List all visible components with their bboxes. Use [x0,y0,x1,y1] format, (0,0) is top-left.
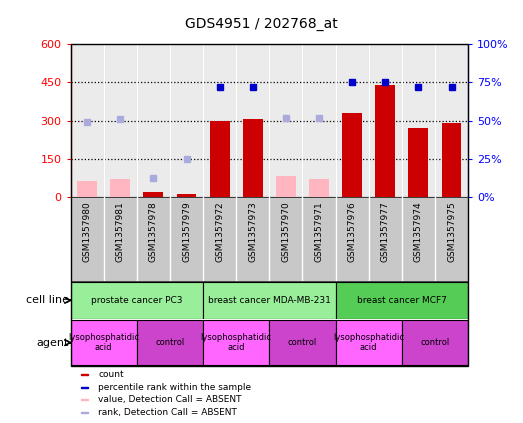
Text: control: control [420,338,450,347]
Bar [137,320,203,365]
Text: GSM1357977: GSM1357977 [381,201,390,262]
Bar [137,44,170,197]
Text: GSM1357975: GSM1357975 [447,201,456,262]
Bar [170,44,203,197]
Bar [81,399,88,400]
Bar [309,179,329,197]
Text: breast cancer MDA-MB-231: breast cancer MDA-MB-231 [208,296,331,305]
Bar [81,412,88,413]
Bar [177,194,197,197]
Bar [336,282,468,319]
Text: percentile rank within the sample: percentile rank within the sample [98,382,251,392]
Text: value, Detection Call = ABSENT: value, Detection Call = ABSENT [98,395,242,404]
Text: prostate cancer PC3: prostate cancer PC3 [91,296,183,305]
Bar [143,192,163,197]
Text: GSM1357974: GSM1357974 [414,201,423,261]
Bar [71,282,203,319]
Text: lysophosphatidic
acid: lysophosphatidic acid [333,333,404,352]
Text: GSM1357976: GSM1357976 [348,201,357,262]
Bar [302,44,336,197]
Text: lysophosphatidic
acid: lysophosphatidic acid [68,333,139,352]
Text: cell line: cell line [26,295,69,305]
Bar [342,113,362,197]
Text: agent: agent [37,338,69,348]
Bar [336,44,369,197]
Text: count: count [98,370,124,379]
Text: GSM1357980: GSM1357980 [83,201,92,262]
Text: GDS4951 / 202768_at: GDS4951 / 202768_at [185,17,338,31]
Text: breast cancer MCF7: breast cancer MCF7 [357,296,447,305]
Bar [110,179,130,197]
Bar [203,44,236,197]
Bar [104,44,137,197]
Bar [402,320,468,365]
Text: control: control [155,338,185,347]
Text: GSM1357978: GSM1357978 [149,201,158,262]
Bar [71,320,137,365]
Text: control: control [288,338,317,347]
Text: lysophosphatidic
acid: lysophosphatidic acid [201,333,272,352]
Text: rank, Detection Call = ABSENT: rank, Detection Call = ABSENT [98,408,237,417]
Bar [376,85,395,197]
Bar [441,123,461,197]
Text: GSM1357972: GSM1357972 [215,201,224,261]
Bar [71,44,104,197]
Bar [269,44,302,197]
Bar [236,44,269,197]
Bar [402,44,435,197]
Text: GSM1357971: GSM1357971 [314,201,324,262]
Bar [276,176,296,197]
Bar [269,320,336,365]
Bar [203,320,269,365]
Bar [77,181,97,197]
Text: GSM1357981: GSM1357981 [116,201,125,262]
Bar [243,119,263,197]
Text: GSM1357973: GSM1357973 [248,201,257,262]
Text: GSM1357970: GSM1357970 [281,201,290,262]
Bar [435,44,468,197]
Bar [81,374,88,375]
Text: GSM1357979: GSM1357979 [182,201,191,262]
Bar [369,44,402,197]
Bar [336,320,402,365]
Bar [210,121,230,197]
Bar [203,282,336,319]
Bar [408,128,428,197]
